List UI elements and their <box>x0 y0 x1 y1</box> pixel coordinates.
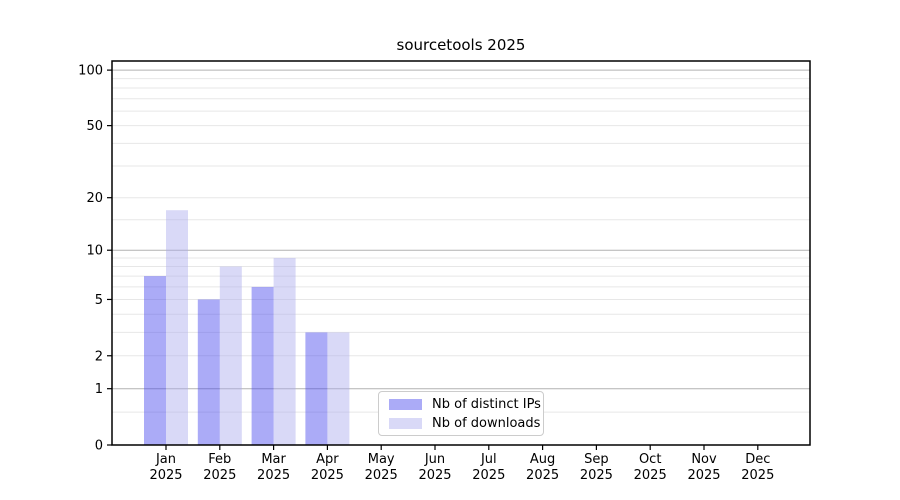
x-tick-label-year: 2025 <box>634 468 667 483</box>
legend-row-distinct-ips: Nb of distinct IPs <box>389 397 541 412</box>
bar-downloads-apr <box>327 332 350 445</box>
y-tick-label: 2 <box>95 349 103 364</box>
plot-border <box>111 60 811 446</box>
legend-swatch-distinct-ips <box>389 398 422 410</box>
legend-label-distinct-ips: Nb of distinct IPs <box>432 396 541 412</box>
x-tick-label-month: May <box>368 452 395 467</box>
x-tick-label-month: Apr <box>316 452 339 467</box>
x-tick-label-year: 2025 <box>687 468 720 483</box>
x-tick-label-month: Mar <box>261 452 286 467</box>
x-tick-label-year: 2025 <box>741 468 774 483</box>
bar-ips-mar <box>251 286 274 445</box>
legend: Nb of distinct IPs Nb of downloads <box>378 391 544 436</box>
bar-downloads-mar <box>273 257 296 445</box>
x-tick-label-year: 2025 <box>418 468 451 483</box>
x-tick-label-year: 2025 <box>580 468 613 483</box>
bar-downloads-feb <box>219 266 242 445</box>
x-tick-label-month: Jul <box>480 452 497 467</box>
x-tick-label-month: Aug <box>530 452 555 467</box>
bar-downloads-jan <box>166 210 188 445</box>
x-tick-label-month: Jan <box>155 452 176 467</box>
y-tick-label: 20 <box>86 191 103 206</box>
x-tick-label-month: Sep <box>584 452 609 467</box>
x-tick-label-month: Feb <box>208 452 231 467</box>
x-tick-label-year: 2025 <box>311 468 344 483</box>
bar-ips-jan <box>144 276 166 445</box>
legend-label-downloads: Nb of downloads <box>432 415 541 431</box>
y-tick-label: 0 <box>95 439 103 454</box>
y-tick-label: 10 <box>86 244 103 259</box>
x-tick-label-month: Nov <box>691 452 717 467</box>
x-tick-label-year: 2025 <box>472 468 505 483</box>
x-tick-label-month: Jun <box>424 452 445 467</box>
x-tick-label-year: 2025 <box>203 468 236 483</box>
y-tick-label: 100 <box>78 64 103 79</box>
x-tick-label-year: 2025 <box>365 468 398 483</box>
bar-ips-apr <box>305 332 328 445</box>
y-tick-label: 50 <box>86 119 103 134</box>
x-tick-label-year: 2025 <box>149 468 182 483</box>
chart-title: sourcetools 2025 <box>396 36 526 54</box>
legend-swatch-downloads <box>389 417 422 429</box>
y-tick-label: 1 <box>95 382 103 397</box>
x-tick-label-year: 2025 <box>257 468 290 483</box>
x-tick-label-year: 2025 <box>526 468 559 483</box>
x-tick-label-month: Oct <box>639 452 661 467</box>
y-tick-label: 5 <box>95 293 103 308</box>
x-tick-label-month: Dec <box>745 452 770 467</box>
legend-row-downloads: Nb of downloads <box>389 416 540 431</box>
bar-ips-feb <box>197 299 220 445</box>
